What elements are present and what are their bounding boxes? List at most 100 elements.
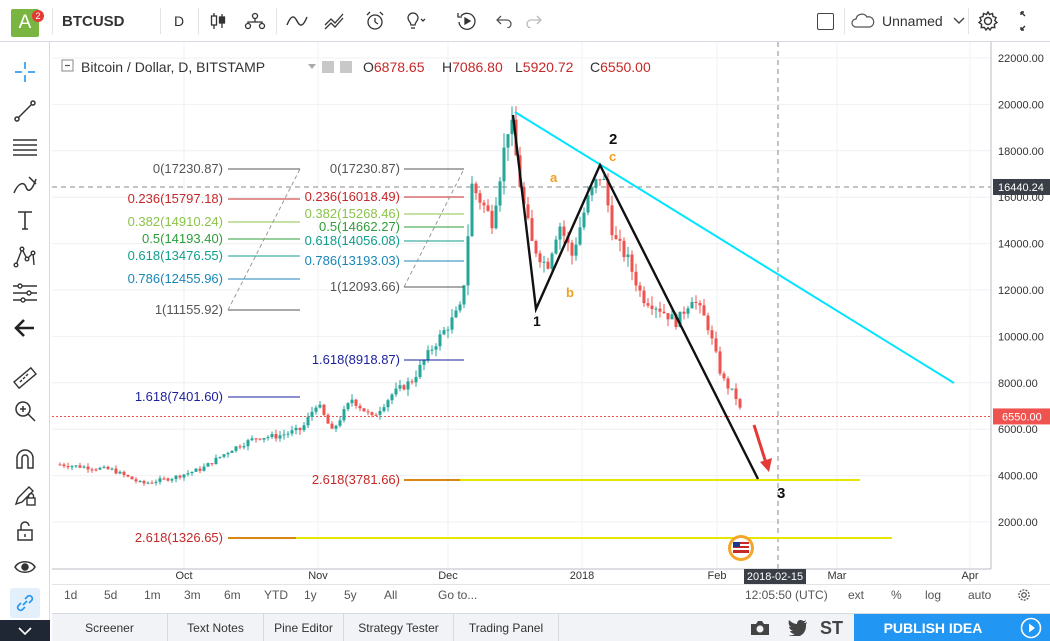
goto-button[interactable]: Go to... bbox=[438, 588, 478, 602]
candle bbox=[86, 463, 90, 473]
pattern-icon bbox=[13, 246, 36, 268]
chart-area[interactable]: 0(17230.87) 0.236(15797.18) 0.382(14910.24… bbox=[52, 42, 1050, 613]
svg-text:C6550.00: C6550.00 bbox=[590, 59, 651, 75]
layout-name: Unnamed bbox=[882, 13, 943, 29]
alert-button[interactable] bbox=[360, 5, 390, 37]
auto-toggle[interactable]: auto bbox=[968, 588, 992, 602]
range-button[interactable]: 6m bbox=[224, 588, 241, 602]
range-button[interactable]: 5y bbox=[344, 588, 357, 602]
candle bbox=[438, 329, 442, 351]
bottom-tab[interactable]: Text Notes bbox=[168, 614, 264, 641]
link-icon bbox=[16, 594, 34, 612]
stocktwits-button[interactable]: ST bbox=[820, 617, 844, 638]
measure-tool[interactable] bbox=[10, 363, 40, 393]
resistance-trendline[interactable] bbox=[514, 111, 955, 384]
events-flag-icon[interactable] bbox=[728, 535, 754, 561]
range-button[interactable]: 1y bbox=[304, 588, 317, 602]
compare-button[interactable] bbox=[240, 5, 270, 37]
prediction-tool[interactable] bbox=[10, 278, 40, 308]
chevron-down-icon bbox=[18, 626, 32, 635]
trend-line-tool[interactable] bbox=[10, 96, 40, 126]
wave-3-label: 3 bbox=[777, 485, 785, 502]
text-tool[interactable] bbox=[10, 205, 40, 235]
publish-idea-button[interactable]: PUBLISH IDEA bbox=[854, 614, 1012, 641]
twitter-button[interactable] bbox=[778, 614, 818, 641]
candle bbox=[182, 474, 186, 481]
fib-tool[interactable] bbox=[10, 132, 40, 162]
expand-button[interactable] bbox=[1012, 5, 1040, 37]
percent-toggle[interactable]: % bbox=[891, 588, 902, 602]
zoom-tool[interactable] bbox=[10, 396, 40, 426]
collapse-toolbar-button[interactable] bbox=[0, 620, 50, 641]
snapshot-button[interactable] bbox=[740, 614, 780, 641]
wave-path[interactable] bbox=[511, 114, 760, 480]
candle bbox=[614, 226, 618, 240]
log-toggle[interactable]: log bbox=[925, 588, 942, 602]
play-button[interactable] bbox=[1012, 614, 1050, 641]
time-tick-label: Mar bbox=[828, 570, 847, 582]
candle bbox=[738, 397, 742, 410]
bottom-panel-bar: Screener Text Notes Pine Editor Strategy Te… bbox=[52, 613, 1050, 641]
redo-button[interactable] bbox=[522, 5, 546, 37]
close-mini-icon[interactable] bbox=[340, 61, 352, 73]
candle bbox=[462, 284, 466, 309]
price-tick-label: 20000.00 bbox=[998, 99, 1044, 111]
bottom-tab[interactable]: Screener bbox=[52, 614, 168, 641]
bar-style-button[interactable] bbox=[204, 5, 232, 37]
ext-toggle[interactable]: ext bbox=[848, 588, 865, 602]
back-tool[interactable] bbox=[10, 313, 40, 343]
svg-text:H7086.80: H7086.80 bbox=[442, 59, 503, 75]
time-tick-label: Dec bbox=[438, 570, 458, 582]
price-chart[interactable]: 0(17230.87) 0.236(15797.18) 0.382(14910.24… bbox=[52, 42, 1050, 613]
bottom-tab[interactable]: Trading Panel bbox=[454, 614, 559, 641]
sync-tool[interactable] bbox=[10, 588, 40, 618]
financials-button[interactable] bbox=[320, 5, 350, 37]
price-tick-label: 8000.00 bbox=[998, 378, 1038, 390]
range-button[interactable]: 3m bbox=[184, 588, 201, 602]
layout-name-button[interactable]: Unnamed bbox=[850, 5, 968, 37]
bottom-tab[interactable]: Pine Editor bbox=[264, 614, 344, 641]
settings-button[interactable] bbox=[974, 5, 1002, 37]
candle bbox=[318, 400, 322, 409]
symbol-search[interactable]: BTCUSD bbox=[62, 12, 125, 30]
unlock-tool[interactable] bbox=[10, 516, 40, 546]
candle bbox=[414, 370, 418, 387]
range-button[interactable]: 1d bbox=[64, 588, 78, 602]
interval-button[interactable]: D bbox=[173, 13, 185, 29]
crosshair-tool[interactable] bbox=[10, 57, 40, 87]
gear-icon[interactable] bbox=[1017, 588, 1031, 602]
range-button[interactable]: 5d bbox=[104, 588, 118, 602]
indicators-button[interactable] bbox=[282, 5, 312, 37]
candle bbox=[70, 465, 74, 471]
ideas-button[interactable] bbox=[398, 5, 432, 37]
magnet-tool[interactable] bbox=[10, 445, 40, 475]
undo-button[interactable] bbox=[492, 5, 516, 37]
pattern-tool[interactable] bbox=[10, 242, 40, 272]
lock-drawing-tool[interactable] bbox=[10, 480, 40, 510]
fib-left-label: 0.5(14193.40) bbox=[142, 231, 223, 246]
time-tick-label: 2018 bbox=[570, 570, 594, 582]
range-button[interactable]: YTD bbox=[264, 588, 288, 602]
settings-mini-icon[interactable] bbox=[322, 61, 334, 73]
last-price-label-bg bbox=[993, 408, 1050, 425]
price-axis[interactable]: 22000.00 20000.00 18000.00 16000.00 14000.00… bbox=[993, 53, 1050, 529]
candle bbox=[170, 477, 174, 483]
candle bbox=[626, 246, 630, 267]
legend-dropdown-icon[interactable] bbox=[308, 64, 316, 69]
range-button[interactable]: All bbox=[384, 588, 398, 602]
candle bbox=[430, 345, 434, 355]
fullscreen-button[interactable] bbox=[812, 5, 838, 37]
candle bbox=[274, 429, 278, 442]
visibility-tool[interactable] bbox=[10, 552, 40, 582]
utc-clock[interactable]: 12:05:50 (UTC) bbox=[745, 588, 828, 602]
play-circle-icon bbox=[1020, 617, 1042, 639]
bottom-tab[interactable]: Strategy Tester bbox=[344, 614, 454, 641]
back-arrow-icon bbox=[14, 319, 34, 337]
replay-button[interactable] bbox=[452, 5, 482, 37]
candle bbox=[510, 106, 514, 147]
unlock-icon bbox=[17, 521, 33, 541]
brush-tool[interactable] bbox=[10, 170, 40, 200]
range-button[interactable]: 1m bbox=[144, 588, 161, 602]
time-axis[interactable]: Oct Nov Dec 2018 Feb Mar Apr 2018-02-15 bbox=[175, 569, 979, 584]
